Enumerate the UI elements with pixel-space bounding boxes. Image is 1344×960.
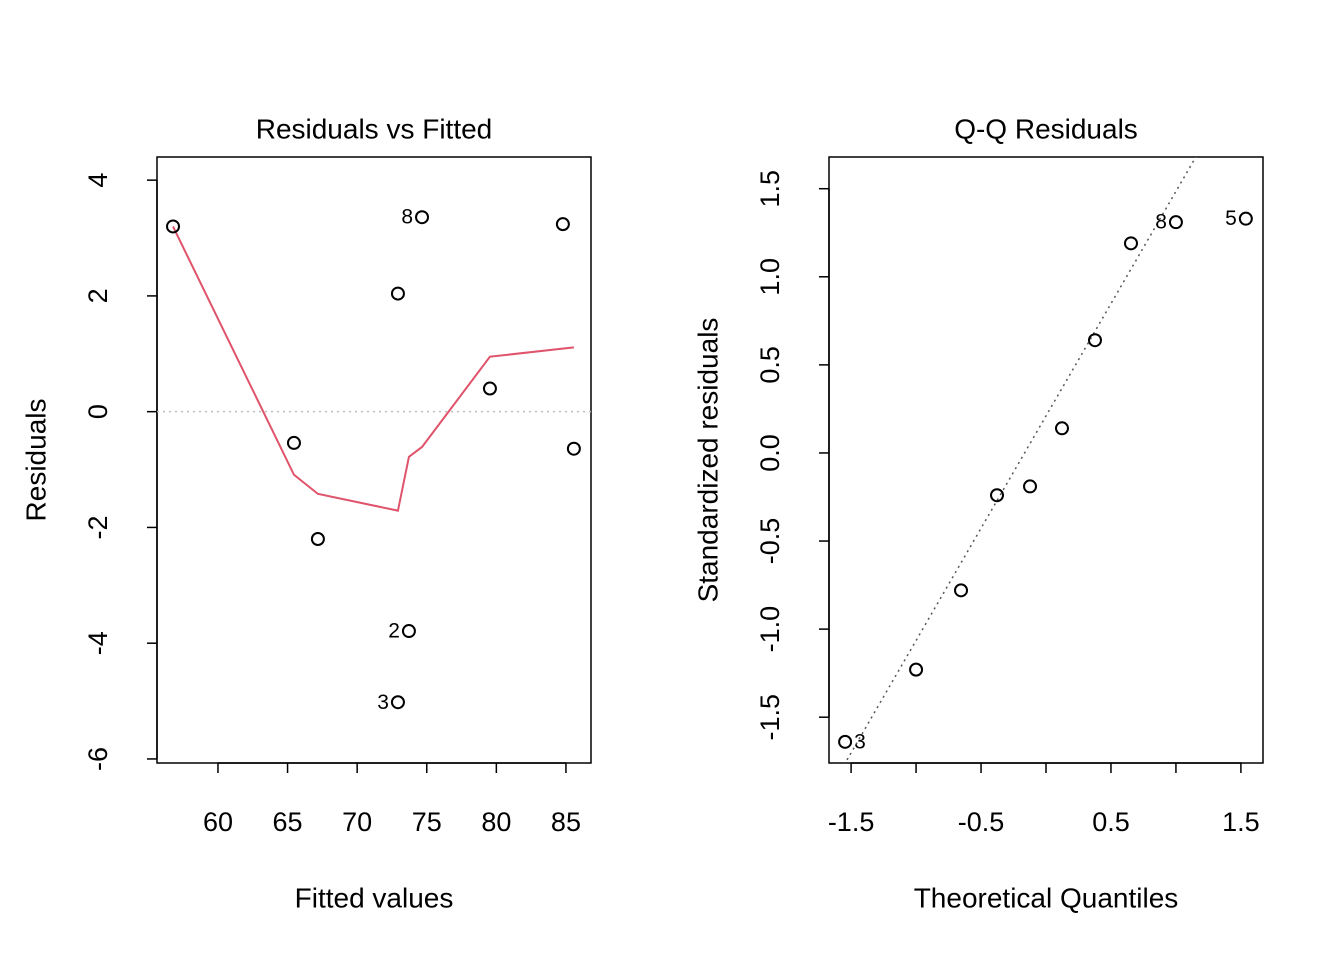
point xyxy=(1054,421,1069,436)
point-label: 5 xyxy=(1225,207,1237,230)
y-tick-label: -4 xyxy=(83,631,113,655)
y-axis-label: Residuals xyxy=(20,399,51,522)
x-tick-label: 85 xyxy=(551,807,581,837)
point xyxy=(909,662,924,677)
point xyxy=(1168,215,1183,230)
y-tick-label: -6 xyxy=(83,747,113,771)
y-tick-label: 1.0 xyxy=(755,258,785,296)
x-axis-label: Theoretical Quantiles xyxy=(914,882,1179,913)
point xyxy=(555,217,570,232)
smooth-line xyxy=(172,226,574,512)
x-tick-label: 70 xyxy=(342,807,372,837)
point xyxy=(838,734,853,749)
point xyxy=(286,435,301,450)
point xyxy=(390,286,405,301)
point xyxy=(310,532,325,547)
y-tick-label: -1.0 xyxy=(755,606,785,653)
point xyxy=(482,381,497,396)
plot-frame xyxy=(828,156,1264,764)
y-tick-label: -1.5 xyxy=(755,694,785,741)
point xyxy=(566,441,581,456)
point xyxy=(415,210,430,225)
point xyxy=(990,488,1005,503)
x-tick-label: 75 xyxy=(412,807,442,837)
y-tick-label: 4 xyxy=(83,173,113,188)
point-label: 8 xyxy=(401,206,413,229)
point-label: 3 xyxy=(854,730,866,753)
plot-frame xyxy=(156,156,592,764)
y-axis-label: Standardized residuals xyxy=(692,318,723,603)
panel-title: Residuals vs Fitted xyxy=(256,113,493,144)
y-tick-label: 2 xyxy=(83,288,113,303)
qq-line xyxy=(844,157,1197,763)
x-tick-label: 80 xyxy=(481,807,511,837)
point xyxy=(390,695,405,710)
x-tick-label: 0.5 xyxy=(1092,807,1130,837)
y-tick-label: 0 xyxy=(83,404,113,419)
y-tick-label: 1.5 xyxy=(755,170,785,208)
point-label: 2 xyxy=(388,620,400,643)
point xyxy=(1238,211,1253,226)
x-tick-label: 60 xyxy=(203,807,233,837)
point xyxy=(1123,236,1138,251)
point-label: 3 xyxy=(377,691,389,714)
y-tick-label: -0.5 xyxy=(755,518,785,565)
x-tick-label: 1.5 xyxy=(1222,807,1260,837)
y-tick-label: -2 xyxy=(83,515,113,539)
point-label: 8 xyxy=(1155,211,1167,234)
x-axis-label: Fitted values xyxy=(295,882,454,913)
point xyxy=(166,219,181,234)
panel-title: Q-Q Residuals xyxy=(954,113,1138,144)
point xyxy=(954,583,969,598)
y-tick-label: 0.0 xyxy=(755,434,785,472)
point xyxy=(1023,479,1038,494)
y-tick-label: 0.5 xyxy=(755,346,785,384)
point xyxy=(401,624,416,639)
point xyxy=(1087,333,1102,348)
x-tick-label: 65 xyxy=(273,807,303,837)
x-tick-label: -0.5 xyxy=(958,807,1005,837)
x-tick-label: -1.5 xyxy=(828,807,875,837)
